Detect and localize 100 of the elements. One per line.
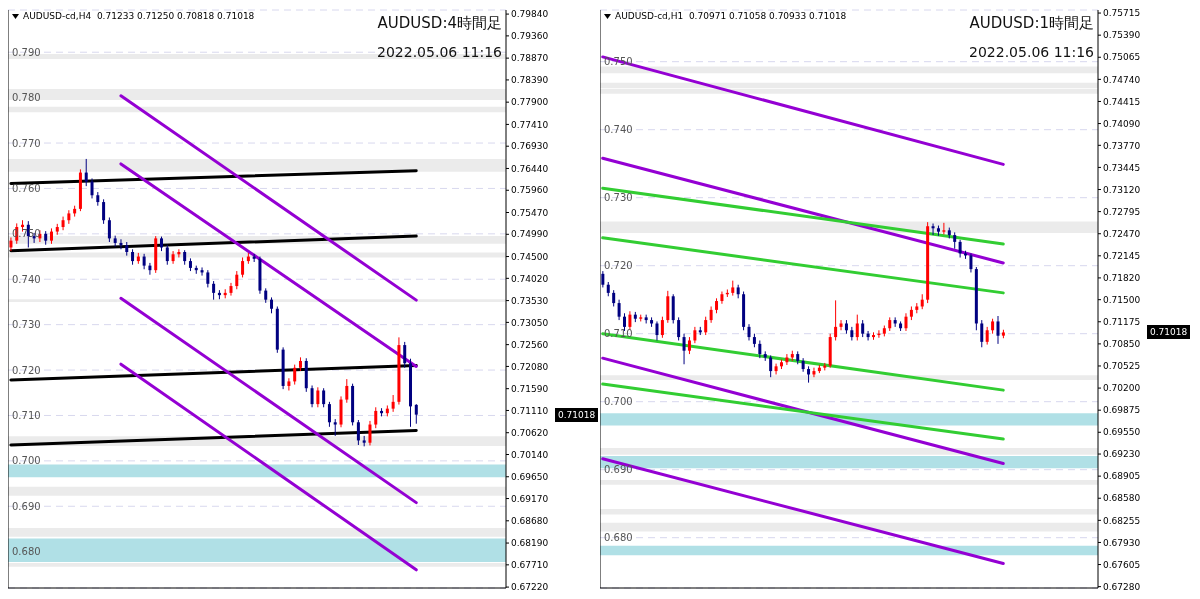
y2-tick-label: 0.79840: [511, 9, 549, 20]
y2-tick-label: 0.70850: [1103, 339, 1141, 350]
y-tick-label: 0.690: [12, 500, 41, 512]
y2-tick-label: 0.74415: [1103, 96, 1141, 107]
candlestick: [368, 420, 372, 446]
y2-tick-label: 0.67605: [1103, 559, 1141, 570]
y2-tick-label: 0.73120: [1103, 184, 1141, 195]
y2-tick-label: 0.73770: [1103, 140, 1141, 151]
y2-tick-label: 0.68255: [1103, 515, 1141, 526]
y2-tick-label: 0.71175: [1103, 316, 1141, 327]
text: 2022.05.06 11:16: [969, 44, 1094, 60]
y2-tick-label: 0.73050: [511, 317, 549, 328]
candlestick: [310, 385, 314, 408]
y2-tick-label: 0.69650: [511, 471, 549, 482]
annotation: AUDUSD-cd,H1 0.70971 0.71058 0.70933 0.71018: [615, 11, 847, 21]
candlestick: [655, 320, 659, 341]
annotation: AUDUSD-cd,H4 0.71233 0.71250 0.70818 0.71018: [23, 11, 255, 21]
y-tick-label: 0.730: [12, 319, 41, 331]
y2-tick-label: 0.69875: [1103, 405, 1141, 416]
y2-tick-label: 0.72470: [1103, 228, 1141, 239]
candlestick: [403, 341, 407, 369]
candlestick: [67, 209, 71, 225]
y2-tick-label: 0.78870: [511, 53, 549, 64]
candlestick: [322, 387, 326, 408]
y2-tick-label: 0.79360: [511, 31, 549, 42]
candlestick: [769, 354, 773, 378]
y-tick-label: 0.720: [604, 260, 633, 272]
y2-tick-label: 0.71500: [1103, 294, 1141, 305]
candlestick: [90, 177, 94, 199]
candlestick: [212, 280, 216, 301]
y2-tick-label: 0.77410: [511, 119, 549, 130]
y-tick-label: 0.760: [12, 182, 41, 194]
text: 2022.05.06 11:16: [377, 44, 502, 60]
candlestick: [316, 386, 320, 408]
y2-tick-label: 0.75390: [1103, 30, 1141, 41]
y2-tick-label: 0.74990: [511, 229, 549, 240]
y2-tick-label: 0.74020: [511, 273, 549, 284]
y2-tick-label: 0.68580: [1103, 493, 1141, 504]
y2-tick-label: 0.68190: [511, 538, 549, 549]
y2-tick-label: 0.69230: [1103, 449, 1141, 460]
y2-tick-label: 0.69170: [511, 493, 549, 504]
candlestick: [617, 299, 621, 321]
y2-tick-label: 0.75065: [1103, 52, 1141, 63]
y-tick-label: 0.700: [604, 396, 633, 408]
y2-tick-label: 0.75470: [511, 207, 549, 218]
candlestick: [980, 319, 984, 348]
candlestick: [345, 378, 349, 404]
y-tick-label: 0.780: [12, 92, 41, 104]
y2-tick-label: 0.78390: [511, 75, 549, 86]
y-tick-label: 0.680: [604, 532, 633, 544]
y-tick-label: 0.740: [604, 124, 633, 136]
y2-tick-label: 0.72145: [1103, 251, 1141, 262]
y2-tick-label: 0.75960: [511, 185, 549, 196]
y2-tick-label: 0.72795: [1103, 206, 1141, 217]
candlestick: [414, 403, 418, 425]
candlestick: [107, 217, 111, 243]
y-tick-label: 0.740: [12, 273, 41, 285]
candlestick: [235, 270, 239, 290]
candlestick: [839, 319, 843, 331]
chart-title: AUDUSD:4時間足: [377, 14, 502, 33]
candlestick: [229, 282, 233, 297]
y2-tick-label: 0.67930: [1103, 537, 1141, 548]
candlestick: [866, 330, 870, 341]
candlestick: [704, 316, 708, 336]
y2-tick-label: 0.70200: [1103, 383, 1141, 394]
candlestick: [855, 314, 859, 341]
y-tick-label: 0.730: [604, 192, 633, 204]
y2-tick-label: 0.71110: [511, 405, 549, 416]
candlestick: [241, 256, 245, 278]
y2-tick-label: 0.70620: [511, 427, 549, 438]
y-tick-label: 0.790: [12, 46, 41, 58]
candlestick: [812, 367, 816, 378]
y2-tick-label: 0.77900: [511, 97, 549, 108]
candlestick: [682, 333, 686, 365]
candlestick: [666, 290, 670, 324]
y2-tick-label: 0.67280: [1103, 581, 1141, 592]
y2-tick-label: 0.74090: [1103, 118, 1141, 129]
candlestick: [931, 223, 935, 236]
candlestick: [677, 316, 681, 341]
y2-tick-label: 0.70140: [511, 449, 549, 460]
candlestick: [774, 363, 778, 375]
candlestick: [84, 158, 88, 187]
y2-tick-label: 0.68905: [1103, 471, 1141, 482]
candlestick: [165, 244, 169, 266]
y2-tick-label: 0.76440: [511, 163, 549, 174]
candlestick: [834, 299, 838, 341]
candlestick: [969, 252, 973, 273]
candlestick: [9, 236, 13, 252]
candlestick: [942, 222, 946, 235]
y2-tick-label: 0.73530: [511, 295, 549, 306]
y2-tick-label: 0.72080: [511, 361, 549, 372]
y2-tick-label: 0.71590: [511, 383, 549, 394]
y2-tick-label: 0.74740: [1103, 74, 1141, 85]
y-tick-label: 0.680: [12, 546, 41, 558]
candlestick: [327, 401, 331, 428]
y2-tick-label: 0.71820: [1103, 273, 1141, 284]
candlestick: [356, 419, 360, 446]
text: 0.71018: [1147, 325, 1191, 340]
chart-title: AUDUSD:1時間足: [969, 14, 1094, 33]
candlestick: [660, 316, 664, 339]
